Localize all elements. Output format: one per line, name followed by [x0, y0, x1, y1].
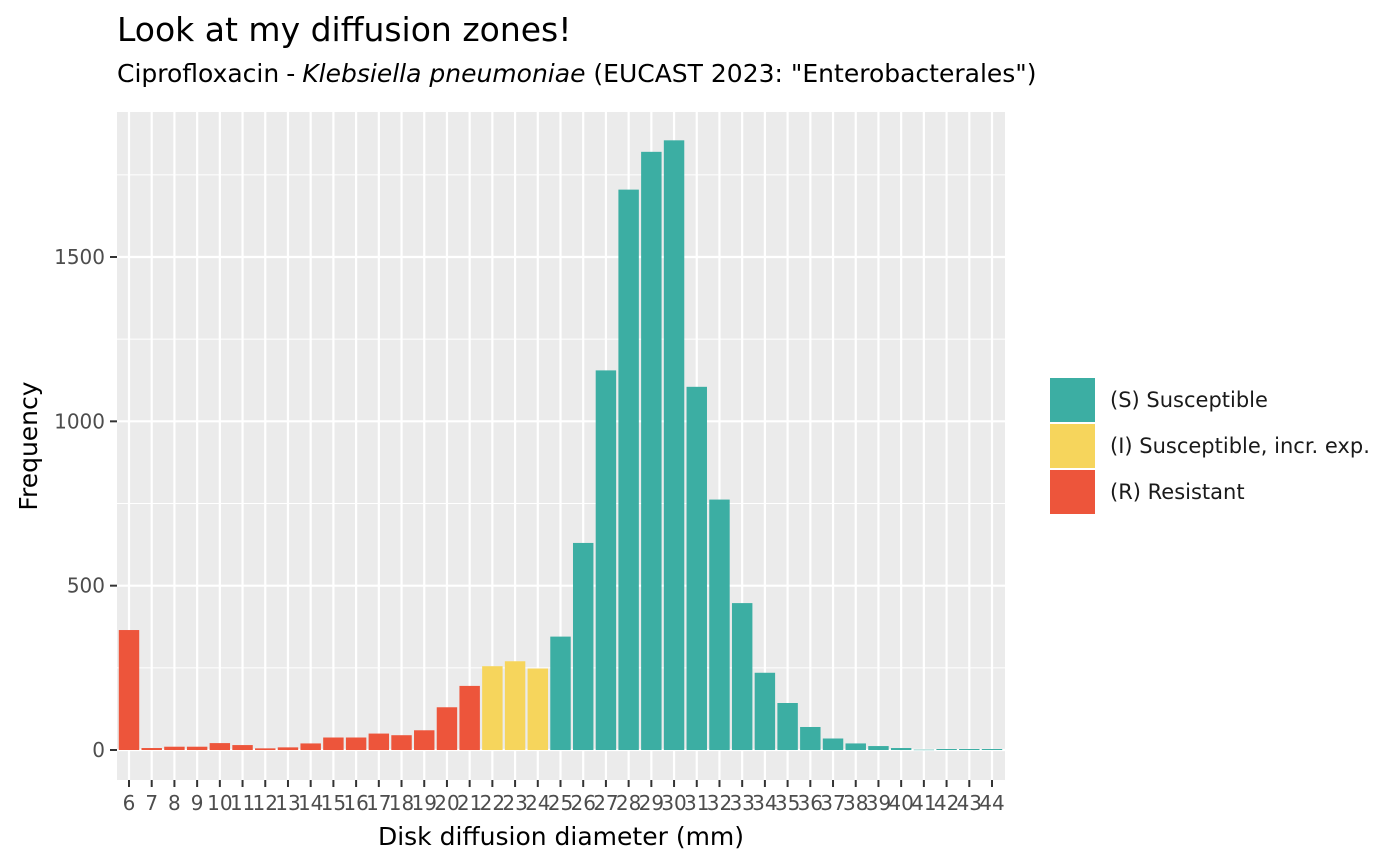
- legend-label-increased-exposure: (I) Susceptible, incr. exp.: [1110, 434, 1370, 458]
- x-tick-label: 40: [888, 791, 913, 815]
- x-tick-label: 9: [191, 791, 204, 815]
- bar-44mm: [981, 749, 1003, 750]
- bar-13mm: [277, 747, 299, 750]
- bar-41mm: [913, 749, 935, 751]
- bar-43mm: [959, 749, 980, 750]
- subtitle-guideline: (EUCAST 2023: "Enterobacterales"): [593, 59, 1037, 88]
- legend-swatch-resistant: [1050, 470, 1095, 514]
- x-tick-label: 16: [343, 791, 368, 815]
- chart-title: Look at my diffusion zones!: [117, 10, 572, 49]
- y-tick-label: 0: [92, 738, 105, 762]
- bar-33mm: [731, 603, 753, 750]
- x-tick-label: 29: [639, 791, 664, 815]
- x-tick-label: 44: [979, 791, 1004, 815]
- x-tick-label: 21: [457, 791, 482, 815]
- x-tick-label: 18: [389, 791, 414, 815]
- subtitle-antibiotic: Ciprofloxacin: [117, 59, 280, 88]
- x-tick-label: 28: [616, 791, 641, 815]
- bar-11mm: [232, 745, 253, 750]
- x-tick-label: 17: [366, 791, 391, 815]
- bar-17mm: [368, 733, 390, 750]
- bar-25mm: [550, 636, 571, 750]
- x-tick-label: 42: [934, 791, 959, 815]
- legend-label-resistant: (R) Resistant: [1110, 480, 1245, 504]
- x-tick-label: 23: [502, 791, 527, 815]
- bar-26mm: [572, 542, 594, 750]
- x-tick-label: 10: [207, 791, 232, 815]
- x-tick-label: 43: [957, 791, 982, 815]
- x-tick-label: 34: [752, 791, 777, 815]
- x-tick-label: 25: [548, 791, 573, 815]
- x-tick-label: 14: [298, 791, 323, 815]
- x-tick-label: 36: [798, 791, 823, 815]
- subtitle-organism: Klebsiella pneumoniae: [302, 59, 586, 88]
- x-tick-label: 6: [123, 791, 136, 815]
- bar-35mm: [777, 703, 798, 750]
- bar-15mm: [323, 737, 344, 750]
- bar-38mm: [845, 743, 866, 750]
- x-tick-label: 32: [707, 791, 732, 815]
- x-tick-label: 26: [570, 791, 595, 815]
- bar-36mm: [800, 726, 821, 750]
- bar-10mm: [209, 743, 231, 750]
- bar-21mm: [459, 685, 480, 750]
- x-tick-label: 39: [866, 791, 891, 815]
- legend-swatch-susceptible: [1050, 378, 1095, 422]
- x-tick-label: 38: [843, 791, 868, 815]
- x-tick-label: 8: [168, 791, 181, 815]
- bar-18mm: [391, 735, 412, 750]
- legend-swatch-increased-exposure: [1050, 424, 1095, 468]
- x-tick-label: 33: [729, 791, 754, 815]
- y-tick-label: 1500: [54, 245, 105, 269]
- y-axis-title: Frequency: [14, 381, 43, 510]
- bar-16mm: [345, 737, 367, 750]
- y-tick-label: 1000: [54, 409, 105, 433]
- x-tick-label: 7: [145, 791, 158, 815]
- chart-subtitle: Ciprofloxacin - Klebsiella pneumoniae (EUC…: [117, 59, 1037, 88]
- legend-label-susceptible: (S) Susceptible: [1110, 388, 1268, 412]
- x-tick-label: 30: [661, 791, 686, 815]
- x-tick-label: 15: [321, 791, 346, 815]
- x-tick-label: 24: [525, 791, 550, 815]
- bar-14mm: [300, 743, 321, 750]
- x-tick-label: 35: [775, 791, 800, 815]
- bar-24mm: [527, 668, 549, 750]
- subtitle-separator: -: [286, 59, 296, 88]
- x-tick-label: 13: [275, 791, 300, 815]
- bar-19mm: [414, 730, 435, 750]
- bar-34mm: [754, 672, 776, 750]
- x-tick-label: 27: [593, 791, 618, 815]
- bar-37mm: [822, 738, 844, 750]
- bar-29mm: [641, 151, 662, 750]
- bar-30mm: [663, 140, 685, 750]
- x-tick-label: 22: [480, 791, 505, 815]
- bar-8mm: [164, 746, 185, 750]
- bar-40mm: [890, 748, 912, 750]
- x-tick-label: 11: [230, 791, 255, 815]
- bar-42mm: [936, 749, 957, 750]
- x-tick-label: 37: [820, 791, 845, 815]
- bar-9mm: [186, 746, 208, 750]
- bar-6mm: [118, 630, 140, 750]
- x-tick-label: 41: [911, 791, 936, 815]
- x-tick-label: 20: [434, 791, 459, 815]
- bar-7mm: [141, 748, 162, 750]
- bar-23mm: [504, 661, 526, 750]
- bar-31mm: [686, 386, 707, 750]
- y-tick-label: 500: [67, 574, 105, 598]
- x-axis-title: Disk diffusion diameter (mm): [378, 822, 744, 851]
- bar-22mm: [482, 666, 503, 750]
- x-tick-label: 31: [684, 791, 709, 815]
- x-tick-label: 12: [253, 791, 278, 815]
- bar-28mm: [618, 189, 639, 750]
- x-tick-label: 19: [412, 791, 437, 815]
- bar-39mm: [868, 746, 889, 750]
- bar-20mm: [436, 707, 458, 750]
- bar-32mm: [709, 499, 730, 750]
- bar-12mm: [255, 748, 276, 750]
- bar-27mm: [595, 370, 617, 750]
